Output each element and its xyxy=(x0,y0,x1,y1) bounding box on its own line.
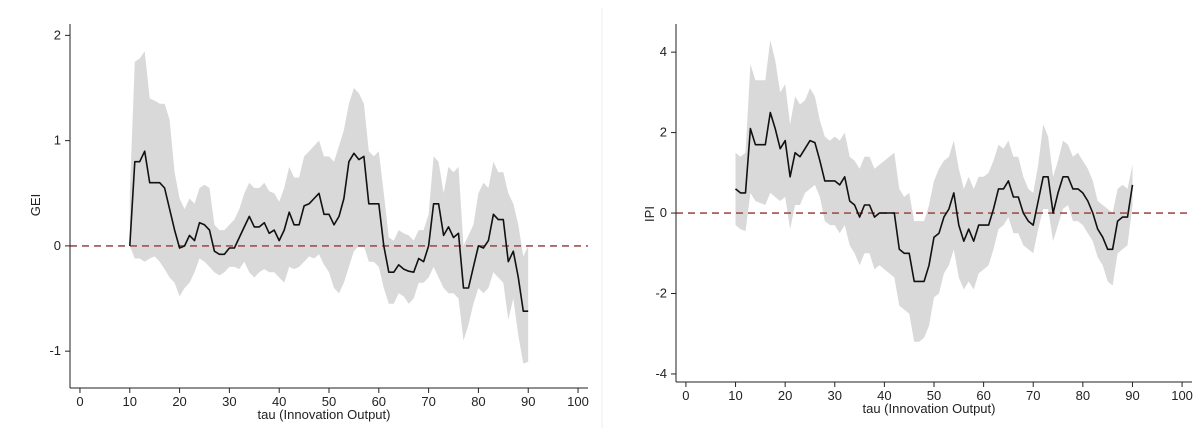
x-tick-label: 80 xyxy=(1076,388,1090,403)
x-tick-label: 0 xyxy=(682,388,689,403)
chart-panel-0: 0 10 20 30 40 50 60 70 80 90 100 -1 0 1 2 tau (Innovati… xyxy=(28,24,589,422)
x-tick-label: 40 xyxy=(877,388,891,403)
confidence-band xyxy=(129,51,529,364)
x-tick-label: 40 xyxy=(272,394,286,409)
y-axis-title: GEI xyxy=(28,194,43,216)
chart-panel-1: 0 10 20 30 40 50 60 70 80 90 100 -4 -2 0 2 4 tau (Innova… xyxy=(642,24,1193,416)
x-tick-label: 30 xyxy=(222,394,236,409)
x-tick-label: 30 xyxy=(828,388,842,403)
x-axis-title: tau (Innovation Output) xyxy=(863,401,996,416)
x-axis-title: tau (Innovation Output) xyxy=(258,407,391,422)
y-tick-label: 0 xyxy=(54,238,61,253)
x-tick-label: 60 xyxy=(976,388,990,403)
y-axis-title: IPI xyxy=(642,206,657,222)
y-tick-label: -1 xyxy=(49,343,61,358)
y-tick-label: 4 xyxy=(660,44,667,59)
y-tick-label: -4 xyxy=(655,366,667,381)
y-tick-label: 0 xyxy=(660,205,667,220)
confidence-band xyxy=(735,40,1133,342)
x-tick-label: 80 xyxy=(471,394,485,409)
x-tick-label: 90 xyxy=(521,394,535,409)
x-tick-label: 50 xyxy=(927,388,941,403)
y-tick-label: 2 xyxy=(660,125,667,140)
x-tick-label: 10 xyxy=(123,394,137,409)
x-tick-label: 0 xyxy=(76,394,83,409)
x-tick-label: 10 xyxy=(728,388,742,403)
estimate-line xyxy=(735,111,1134,283)
x-tick-label: 100 xyxy=(1171,388,1193,403)
x-tick-label: 50 xyxy=(322,394,336,409)
x-tick-label: 60 xyxy=(372,394,386,409)
y-tick-label: -2 xyxy=(655,286,667,301)
x-tick-label: 100 xyxy=(567,394,589,409)
x-tick-label: 70 xyxy=(1026,388,1040,403)
x-tick-label: 20 xyxy=(778,388,792,403)
x-tick-label: 90 xyxy=(1125,388,1139,403)
x-tick-label: 20 xyxy=(172,394,186,409)
x-tick-label: 70 xyxy=(421,394,435,409)
estimate-line xyxy=(129,150,529,313)
y-tick-label: 1 xyxy=(54,133,61,148)
y-tick-label: 2 xyxy=(54,27,61,42)
